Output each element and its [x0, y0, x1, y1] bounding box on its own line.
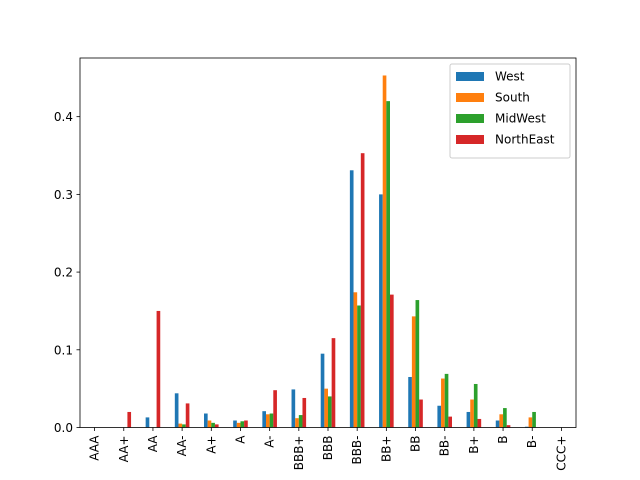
bar-midwest-b-minus	[532, 411, 536, 428]
bar-south-a-minus	[266, 414, 270, 428]
bar-northeast-bbb	[331, 338, 336, 428]
bar-south-aa-minus	[178, 423, 183, 428]
bar-midwest-a-plus	[211, 422, 215, 428]
bar-midwest-bb-plus	[386, 101, 390, 428]
bar-west-bbb-minus	[349, 170, 354, 428]
x-axis: AAA AA+ AA AA- A+ A A- BBB+ BBB BBB- BB+ BB BB- B+ B B-…	[88, 427, 568, 471]
x-tick-label: BB+	[379, 436, 393, 463]
x-tick-label: BB	[409, 436, 423, 452]
bar-northeast-aa-minus	[185, 403, 190, 428]
x-tick-label: A+	[204, 436, 218, 454]
x-tick-label: B-	[525, 436, 539, 449]
y-axis: 0.0 0.1 0.2 0.3 0.4	[54, 110, 80, 435]
bar-south-a	[236, 422, 241, 428]
legend-swatch-northeast	[456, 135, 484, 144]
bar-west-aa-minus	[174, 393, 179, 428]
legend-swatch-west	[456, 72, 484, 81]
x-tick-label: B	[496, 436, 510, 444]
bar-midwest-bbb-plus	[298, 415, 303, 428]
bar-south-b-minus	[528, 417, 533, 428]
bar-northeast-b-plus	[477, 418, 482, 428]
bar-west-bbb	[320, 353, 325, 428]
bar-west-b	[495, 420, 500, 428]
legend-swatch-south	[456, 93, 484, 102]
bar-northeast-a	[244, 420, 248, 428]
y-tick-label: 0.4	[54, 110, 73, 124]
legend-label-west: West	[495, 70, 525, 84]
y-tick-label: 0.2	[54, 266, 73, 280]
bar-midwest-bb	[415, 300, 420, 428]
legend-frame	[449, 63, 571, 159]
bar-midwest-bbb-minus	[357, 305, 361, 428]
bar-south-bb	[411, 316, 416, 428]
bar-west-a-plus	[204, 413, 208, 428]
bar-west-bbb-plus	[291, 389, 296, 428]
x-tick-label: BB-	[438, 436, 452, 457]
bar-west-aa	[145, 417, 150, 428]
plot-frame	[79, 57, 577, 428]
x-tick-label: AA+	[117, 436, 131, 463]
bar-northeast-b	[506, 425, 511, 428]
bar-west-bb	[408, 376, 412, 428]
y-tick-label: 0.3	[54, 188, 73, 202]
bar-west-b-plus	[466, 411, 471, 428]
x-tick-label: BBB	[321, 436, 335, 461]
bar-northeast-a-minus	[273, 390, 277, 428]
bars-layer	[127, 75, 536, 428]
x-tick-label: A-	[263, 436, 277, 448]
y-tick-label: 0.1	[54, 343, 73, 357]
bar-midwest-bb-minus	[444, 373, 449, 428]
bar-midwest-b-plus	[473, 383, 478, 428]
y-tick-label: 0.0	[54, 421, 73, 435]
legend-label-south: South	[495, 91, 530, 105]
bar-northeast-aa	[156, 310, 161, 428]
bar-midwest-bbb	[328, 396, 332, 428]
bar-northeast-bb	[419, 399, 423, 428]
bar-northeast-aa-plus	[127, 411, 132, 428]
legend-label-midwest: MidWest	[495, 112, 546, 126]
bar-south-bb-minus	[441, 378, 445, 428]
bar-south-a-plus	[207, 420, 212, 428]
legend: West South MidWest NorthEast	[449, 63, 571, 159]
legend-swatch-midwest	[456, 114, 484, 123]
bar-west-bb-plus	[379, 194, 383, 428]
bar-south-bbb	[324, 388, 328, 428]
bar-midwest-a	[240, 421, 245, 428]
x-tick-label: AA	[146, 435, 160, 453]
bar-west-bb-minus	[437, 405, 442, 428]
x-tick-label: AA-	[175, 436, 189, 457]
bar-south-b	[499, 414, 504, 428]
x-tick-label: BBB-	[350, 436, 364, 465]
bar-west-a	[233, 420, 237, 428]
x-tick-label: B+	[467, 436, 481, 454]
bar-midwest-a-minus	[269, 413, 274, 428]
bar-west-a-minus	[262, 411, 266, 428]
bar-midwest-b	[503, 408, 507, 428]
bar-south-bbb-plus	[295, 418, 299, 428]
bar-northeast-bb-plus	[390, 294, 394, 428]
bar-south-bb-plus	[382, 75, 387, 428]
bar-south-b-plus	[470, 399, 474, 428]
x-tick-label: BBB+	[292, 436, 306, 471]
x-tick-label: A	[233, 435, 247, 444]
bar-northeast-bbb-plus	[302, 397, 307, 428]
bar-northeast-a-plus	[214, 424, 219, 428]
bar-midwest-aa-minus	[182, 424, 186, 428]
x-tick-label: AAA	[88, 435, 102, 461]
x-tick-label: CCC+	[554, 436, 568, 471]
bar-northeast-bbb-minus	[360, 153, 365, 428]
bar-northeast-bb-minus	[448, 416, 452, 428]
bar-south-bbb-minus	[353, 292, 358, 428]
legend-label-northeast: NorthEast	[495, 133, 555, 147]
